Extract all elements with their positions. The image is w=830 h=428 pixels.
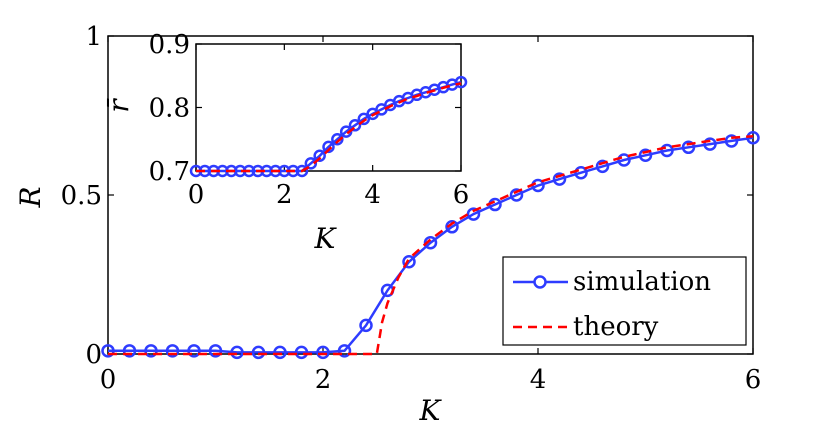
- inset-y-tick-label: 0.8: [149, 94, 190, 124]
- main-simulation-line: [108, 136, 754, 354]
- main-x-tick-label: 6: [745, 365, 762, 395]
- inset-theory-line: [196, 82, 462, 173]
- inset-y-tick-label: 0.9: [149, 30, 190, 60]
- inset-simulation-point: [454, 75, 468, 89]
- main-simulation-point: [273, 345, 287, 360]
- main-x-tick-label: 4: [530, 365, 547, 395]
- main-simulation-point: [230, 345, 244, 360]
- inset-tick-labels: 0 2 4 6 0.7 0.8 0.9: [149, 30, 470, 210]
- legend-simulation-marker: [533, 275, 547, 289]
- main-simulation-point: [574, 165, 588, 180]
- main-y-tick-label: 0.5: [61, 181, 102, 211]
- main-simulation-point: [617, 153, 631, 167]
- main-y-tick-label: 1: [85, 22, 102, 52]
- main-simulation-point: [552, 172, 567, 186]
- main-simulation-point: [445, 220, 459, 234]
- inset-y-tick-label: 0.7: [149, 157, 190, 187]
- inset-x-tick-label: 0: [188, 180, 205, 210]
- main-theory-line: [108, 134, 754, 356]
- inset-x-tick-label: 2: [276, 180, 293, 210]
- main-simulation-point: [466, 207, 481, 221]
- main-simulation-point: [359, 318, 373, 333]
- main-simulation-point: [423, 235, 438, 250]
- inset-series: [189, 75, 468, 178]
- inset-simulation-point: [304, 157, 318, 170]
- main-simulation-point: [638, 148, 653, 162]
- main-simulation-point: [101, 344, 115, 358]
- main-simulation-point: [144, 344, 158, 358]
- main-y-axis-label: R: [14, 186, 47, 208]
- main-simulation-point: [165, 344, 180, 358]
- main-x-axis-label: K: [419, 394, 443, 427]
- inset-simulation-point: [331, 133, 344, 146]
- inset-x-axis-label: K: [314, 222, 338, 255]
- inset-simulation-point: [357, 112, 371, 126]
- main-simulation-point: [595, 159, 610, 174]
- main-y-tick-label: 0: [85, 340, 102, 370]
- main-x-tick-label: 0: [100, 365, 117, 395]
- main-tick-labels: 0 2 4 6 0 0.5 1: [61, 22, 762, 395]
- main-simulation-point: [208, 344, 223, 358]
- inset-simulation-point: [295, 164, 309, 178]
- main-simulation-point: [660, 143, 674, 158]
- main-simulation-point: [703, 137, 717, 151]
- main-simulation-point: [681, 140, 696, 155]
- main-simulation-point: [402, 255, 416, 269]
- inset-simulation-point: [313, 149, 326, 163]
- legend-simulation-label: simulation: [573, 267, 711, 297]
- inset-x-tick-label: 4: [364, 180, 381, 210]
- inset-simulation-point: [348, 119, 362, 132]
- main-simulation-point: [251, 345, 266, 360]
- legend: simulation theory: [502, 256, 747, 346]
- inset-y-axis-label: r̄: [102, 97, 135, 112]
- main-series: [101, 131, 760, 360]
- main-x-tick-label: 2: [315, 365, 332, 395]
- main-simulation-point: [316, 345, 330, 360]
- inset-simulation-point: [322, 140, 335, 154]
- inset-x-tick-label: 6: [453, 180, 470, 210]
- main-simulation-point: [337, 344, 352, 358]
- main-simulation-point: [187, 344, 201, 358]
- main-simulation-point: [724, 134, 739, 148]
- main-simulation-point: [122, 344, 137, 358]
- legend-box: [502, 256, 747, 346]
- main-simulation-point: [509, 188, 524, 202]
- legend-theory-label: theory: [573, 312, 659, 342]
- main-simulation-point: [294, 345, 309, 360]
